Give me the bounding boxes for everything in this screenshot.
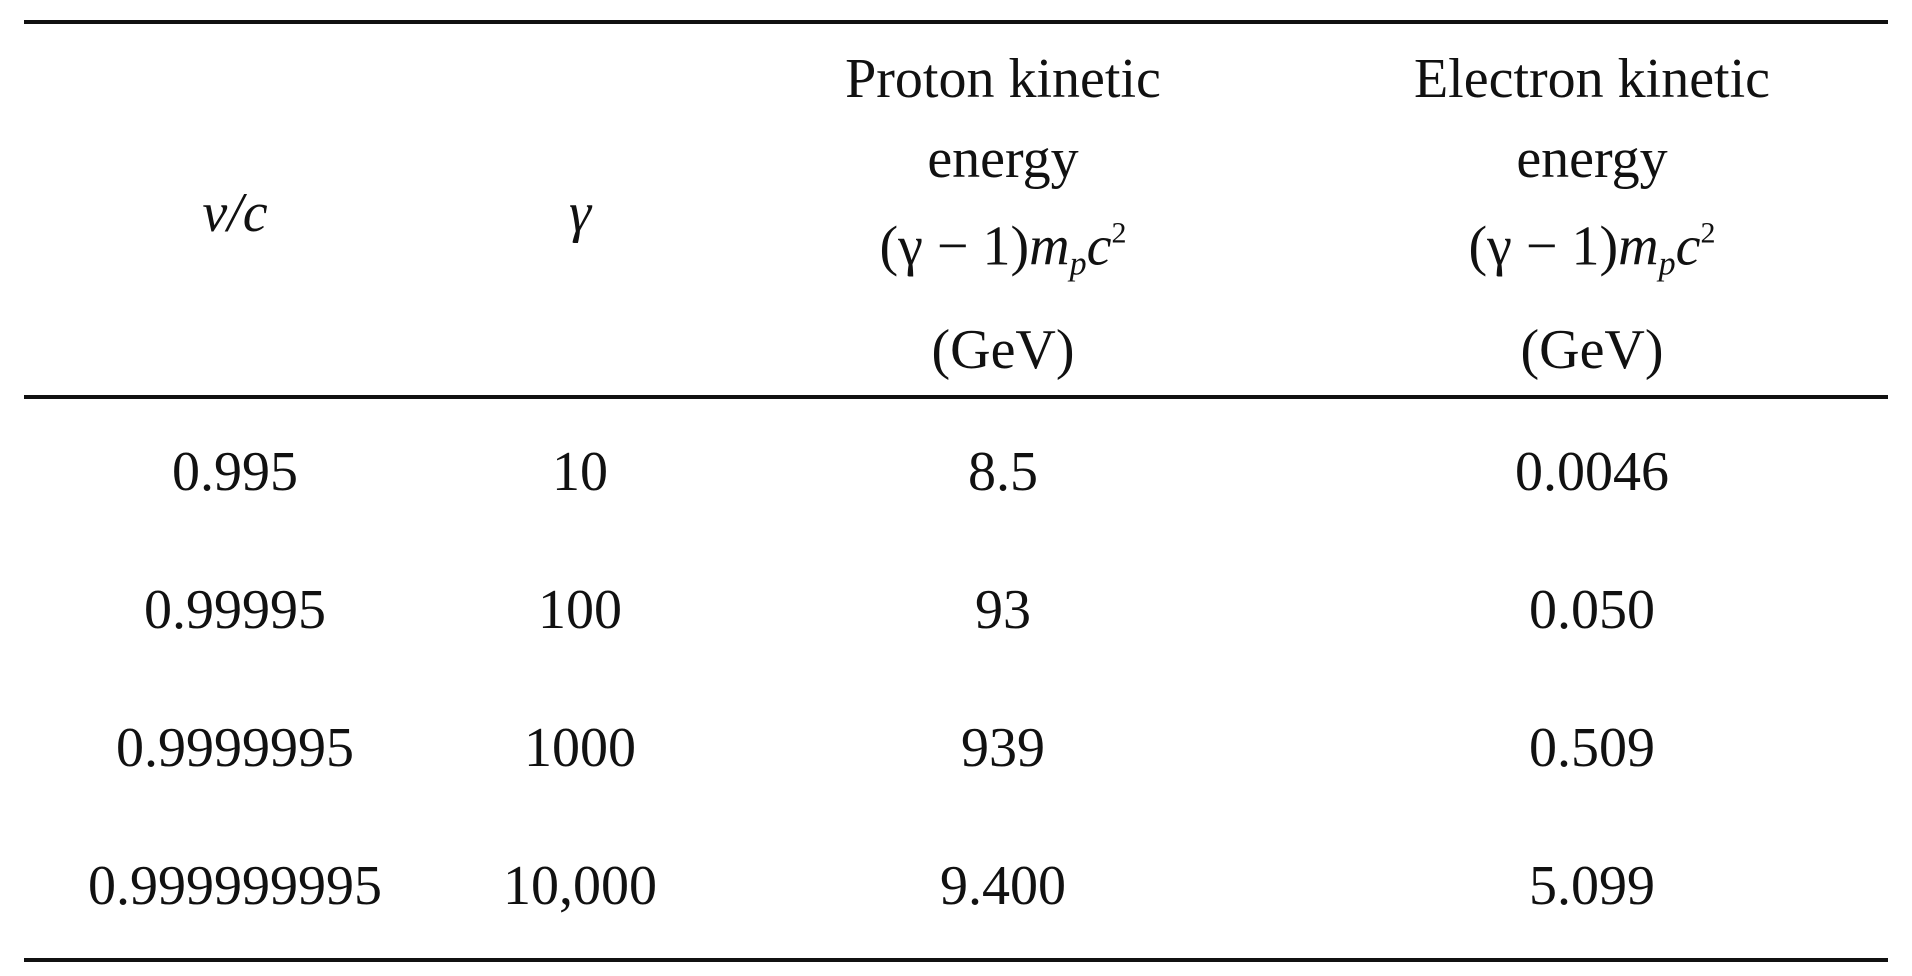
table-cell: 0.0046 [1515,441,1669,503]
table-cell: 8.5 [968,441,1038,503]
formula-part: m [1029,215,1070,278]
table-cell: 1000 [524,717,636,779]
table-cell: 93 [975,579,1031,641]
formula-part: (γ − 1) [1468,215,1619,278]
table-cell: 0.995 [172,441,298,503]
header-label: Proton kinetic [845,48,1161,110]
table-cell: 5.099 [1529,855,1655,917]
header-label: energy [1516,128,1668,190]
header-rule [24,395,1888,399]
bottom-rule [24,958,1888,962]
formula-part: c [1675,215,1701,278]
formula-subscript: p [1658,245,1676,283]
table-cell: 9.400 [940,855,1066,917]
header-label: Electron kinetic [1413,48,1771,110]
formula-subscript: p [1069,245,1087,283]
table-cell: 0.99995 [144,579,326,641]
header-unit: (GeV) [1520,319,1664,381]
header-gamma: γ [568,182,592,244]
table-cell: 0.999999995 [88,855,382,917]
table-cell: 939 [961,717,1045,779]
top-rule [24,20,1888,24]
formula-superscript: 2 [1700,216,1716,250]
formula-part: c [1086,215,1112,278]
header-label: energy [927,128,1079,190]
formula-part: m [1618,215,1659,278]
table-cell: 0.509 [1529,717,1655,779]
header-unit: (GeV) [931,319,1075,381]
table-cell: 10,000 [503,855,657,917]
table-cell: 100 [538,579,622,641]
header-vc: v/c [202,182,268,244]
formula-part: (γ − 1) [879,215,1030,278]
table-cell: 0.9999995 [116,717,354,779]
header-formula: (γ − 1)mpc2 [879,215,1127,283]
formula-superscript: 2 [1111,216,1127,250]
header-formula: (γ − 1)mpc2 [1468,215,1716,283]
table-cell: 0.050 [1529,579,1655,641]
table-cell: 10 [552,441,608,503]
